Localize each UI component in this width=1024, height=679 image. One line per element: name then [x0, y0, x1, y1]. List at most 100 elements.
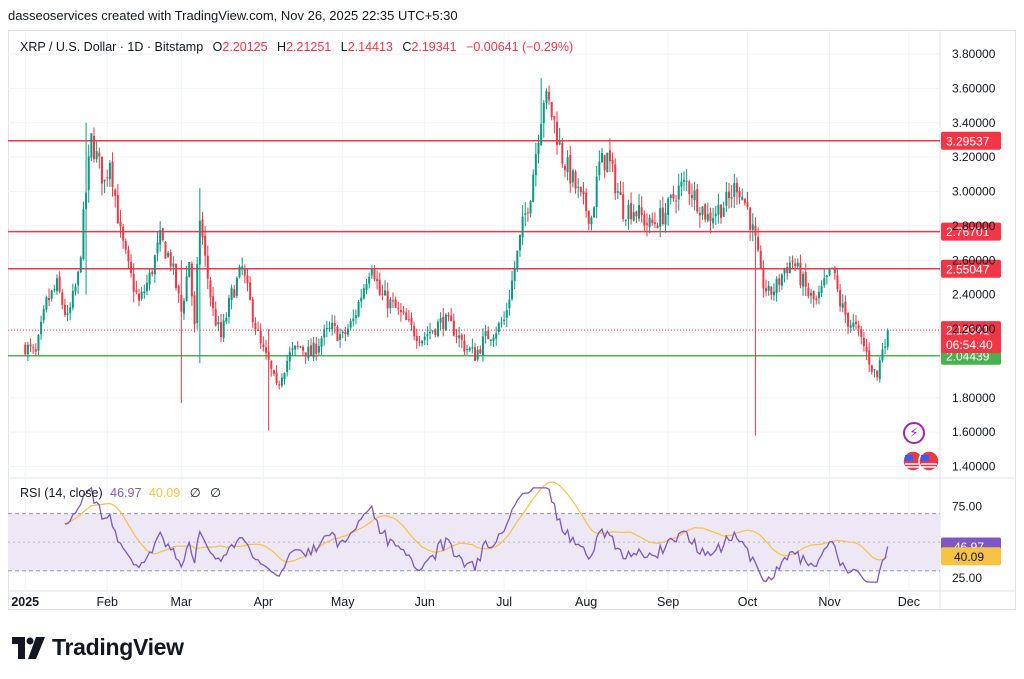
candle-body	[595, 176, 598, 207]
candle-body	[529, 201, 532, 214]
candle-body	[127, 249, 130, 262]
candle-body	[74, 286, 77, 292]
candle-body	[58, 276, 61, 292]
candle-body	[180, 294, 183, 312]
y-tick-label: 2.80000	[952, 219, 996, 233]
candle-body	[521, 216, 524, 238]
candle-body	[627, 204, 630, 220]
candle-body	[439, 318, 442, 323]
candle-body	[648, 217, 651, 228]
rsi-lines: 46.97 40.09	[64, 481, 1001, 583]
candle-body	[503, 319, 506, 322]
candle-body	[185, 276, 188, 301]
candle-body	[288, 351, 291, 362]
candle-body	[757, 236, 760, 251]
candle-body	[479, 349, 482, 354]
candle-body	[857, 325, 860, 329]
candle-body	[651, 219, 654, 223]
candle-body	[791, 260, 794, 262]
candle-body	[235, 278, 238, 296]
candle-body	[116, 194, 119, 224]
candle-body	[312, 342, 315, 358]
candle-body	[325, 327, 328, 329]
candle-body	[688, 181, 691, 195]
candle-body	[85, 192, 88, 209]
candle-body	[122, 226, 125, 241]
candle-body	[214, 309, 217, 326]
candle-body	[32, 347, 35, 349]
candle-body	[593, 207, 596, 218]
tradingview-logo[interactable]: TradingView	[12, 634, 184, 661]
candle-body	[537, 142, 540, 155]
candle-body	[743, 198, 746, 204]
price-level-tag	[941, 222, 1001, 241]
us-flag-icon[interactable]	[902, 450, 940, 472]
candle-body	[225, 318, 228, 322]
candle-body	[833, 267, 836, 274]
candle-body	[283, 373, 286, 379]
candles	[24, 78, 889, 436]
countdown-label: 06:54:40	[946, 338, 993, 352]
candle-body	[590, 217, 593, 225]
candle-body	[817, 291, 820, 299]
candle-body	[222, 320, 225, 338]
candle-body	[177, 286, 180, 294]
candle-body	[640, 207, 643, 216]
candle-body	[690, 194, 693, 199]
candle-body	[497, 323, 500, 333]
candle-body	[518, 234, 521, 251]
candle-body	[182, 300, 185, 314]
candle-body	[794, 263, 797, 267]
candle-body	[53, 289, 56, 291]
candle-body	[823, 278, 826, 286]
rsi-label[interactable]: RSI (14, close)	[20, 486, 103, 500]
lightning-icon[interactable]: ⚡	[903, 422, 925, 444]
candle-body	[198, 220, 201, 265]
candle-body	[513, 269, 516, 281]
candle-body	[698, 212, 701, 216]
low-label: L	[340, 40, 348, 54]
candle-body	[50, 290, 53, 299]
candle-body	[45, 297, 48, 310]
candle-body	[450, 315, 453, 322]
candle-body	[762, 268, 765, 289]
candle-body	[735, 182, 738, 193]
candle-body	[772, 291, 775, 296]
candle-body	[299, 346, 302, 348]
candle-body	[606, 152, 609, 172]
rsi-ma-value: 40.09	[148, 486, 181, 500]
candle-body	[397, 307, 400, 309]
candle-body	[881, 349, 884, 361]
candle-body	[738, 191, 741, 198]
candle-body	[458, 335, 461, 339]
candle-body	[302, 346, 305, 351]
candle-body	[638, 205, 641, 219]
candle-body	[315, 343, 318, 354]
candle-body	[725, 191, 728, 206]
close-value: 2.19341	[411, 40, 457, 54]
candle-body	[556, 121, 559, 145]
x-tick-label: Sep	[657, 595, 679, 609]
candle-body	[175, 263, 178, 289]
candle-body	[561, 143, 564, 164]
candle-body	[709, 212, 712, 222]
candle-body	[405, 312, 408, 320]
candle-body	[460, 334, 463, 340]
candle-body	[667, 198, 670, 216]
candle-body	[378, 279, 381, 295]
symbol-label[interactable]: XRP / U.S. Dollar · 1D · Bitstamp	[20, 40, 204, 54]
rsi-tick-label: 25.00	[952, 571, 982, 585]
candle-body	[852, 322, 855, 327]
candle-body	[37, 335, 40, 351]
candle-body	[661, 207, 664, 225]
y-tick-label: 3.80000	[952, 47, 996, 61]
candle-body	[754, 225, 757, 236]
candle-body	[296, 345, 299, 347]
candle-body	[79, 257, 82, 273]
candle-body	[172, 263, 175, 267]
x-tick-label: Dec	[898, 595, 920, 609]
candle-body	[246, 275, 249, 284]
candle-body	[476, 349, 479, 360]
candle-body	[55, 278, 58, 292]
price-chart[interactable]: 3.295372.767012.550472.044392.1934106:54…	[8, 30, 1016, 610]
